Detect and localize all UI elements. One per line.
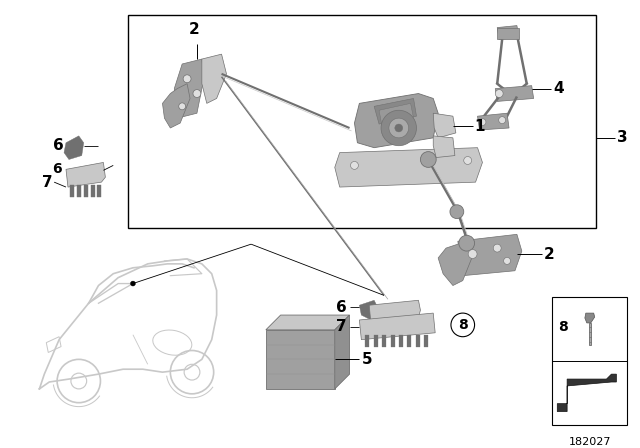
Polygon shape <box>390 335 394 347</box>
Polygon shape <box>91 185 95 197</box>
Circle shape <box>381 110 417 146</box>
Polygon shape <box>458 234 522 276</box>
Polygon shape <box>335 148 483 187</box>
Text: 6: 6 <box>336 300 347 314</box>
Circle shape <box>499 116 506 124</box>
Polygon shape <box>360 313 435 340</box>
Circle shape <box>450 205 464 219</box>
Polygon shape <box>64 136 84 159</box>
Polygon shape <box>585 313 595 323</box>
Text: 2: 2 <box>189 22 199 38</box>
Polygon shape <box>433 136 455 158</box>
Text: 6: 6 <box>52 162 62 177</box>
Circle shape <box>464 156 472 164</box>
Text: 8: 8 <box>558 320 568 334</box>
Polygon shape <box>202 54 227 103</box>
Circle shape <box>468 250 477 258</box>
Polygon shape <box>495 86 534 101</box>
Text: 182027: 182027 <box>568 437 611 447</box>
Circle shape <box>451 313 475 337</box>
Polygon shape <box>335 315 349 389</box>
Polygon shape <box>382 335 386 347</box>
Polygon shape <box>557 374 616 412</box>
Text: 8: 8 <box>458 318 468 332</box>
Circle shape <box>493 244 501 252</box>
Polygon shape <box>174 59 204 118</box>
Text: 7: 7 <box>336 319 347 334</box>
Polygon shape <box>433 113 456 138</box>
Circle shape <box>183 75 191 83</box>
Circle shape <box>420 151 436 168</box>
Polygon shape <box>365 335 369 347</box>
Text: 5: 5 <box>362 352 372 367</box>
Polygon shape <box>369 300 420 327</box>
Polygon shape <box>266 330 335 389</box>
Polygon shape <box>163 84 190 128</box>
Polygon shape <box>438 238 472 285</box>
Polygon shape <box>416 335 420 347</box>
Polygon shape <box>477 113 509 130</box>
Circle shape <box>179 103 186 110</box>
Polygon shape <box>589 323 591 345</box>
Text: 6: 6 <box>53 138 64 153</box>
Polygon shape <box>355 94 438 148</box>
Text: 4: 4 <box>554 81 564 96</box>
Text: 3: 3 <box>618 130 628 145</box>
Circle shape <box>131 281 136 286</box>
Circle shape <box>459 235 475 251</box>
Circle shape <box>389 118 408 138</box>
Text: 2: 2 <box>543 246 554 262</box>
Polygon shape <box>97 185 101 197</box>
Polygon shape <box>360 300 379 320</box>
Polygon shape <box>374 335 378 347</box>
Text: 7: 7 <box>42 175 52 190</box>
Polygon shape <box>399 335 403 347</box>
Polygon shape <box>266 315 349 330</box>
Polygon shape <box>77 185 81 197</box>
Polygon shape <box>497 26 519 39</box>
Circle shape <box>479 119 486 125</box>
Polygon shape <box>374 99 417 124</box>
Circle shape <box>395 124 403 132</box>
Circle shape <box>504 258 511 264</box>
Circle shape <box>351 161 358 169</box>
Circle shape <box>193 90 201 98</box>
Bar <box>497 28 519 39</box>
Bar <box>128 15 596 228</box>
Polygon shape <box>66 163 106 187</box>
Polygon shape <box>408 335 412 347</box>
Bar <box>552 297 627 425</box>
Text: 1: 1 <box>475 119 485 134</box>
Polygon shape <box>70 185 74 197</box>
Polygon shape <box>379 103 413 126</box>
Circle shape <box>495 90 503 98</box>
Polygon shape <box>424 335 428 347</box>
Polygon shape <box>84 185 88 197</box>
